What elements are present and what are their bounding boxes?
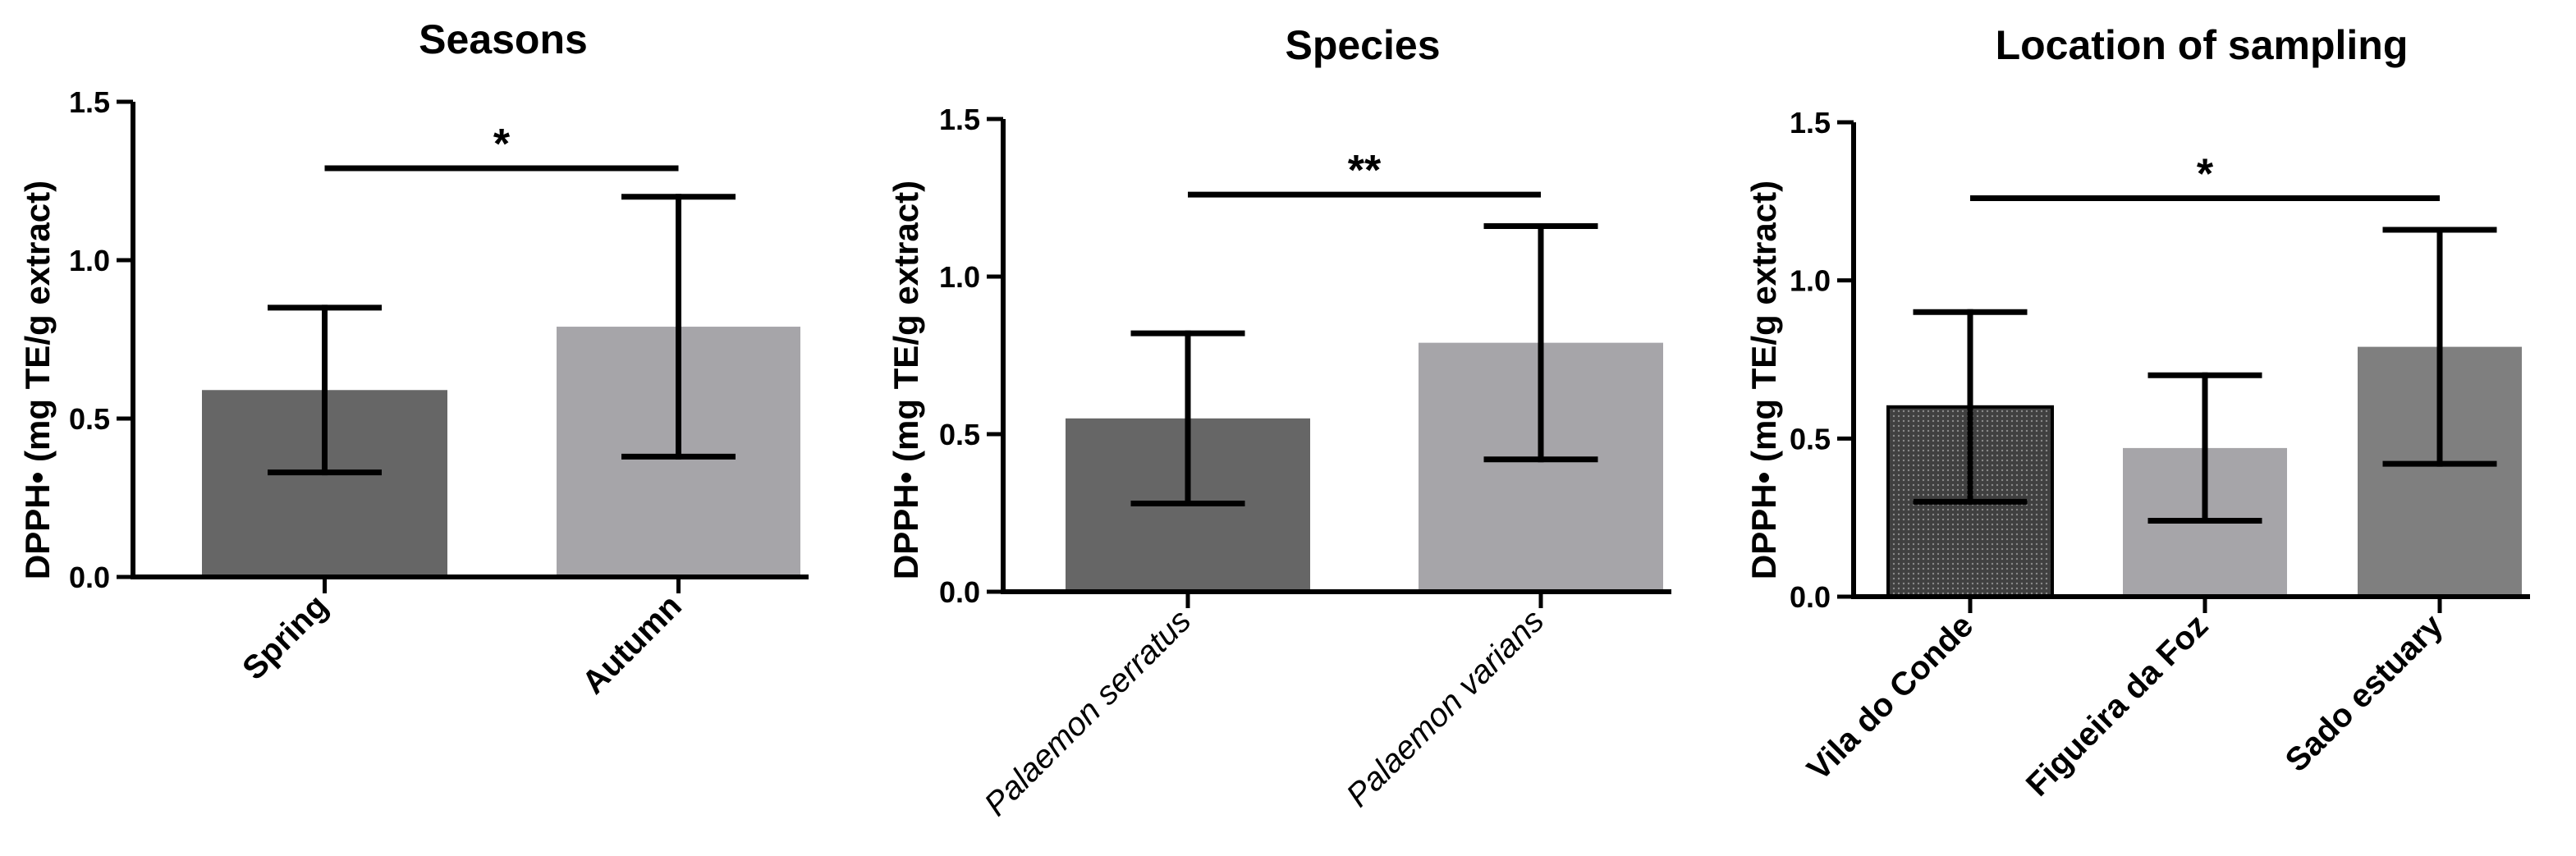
y-tick-label-location: 1.0 <box>1790 264 1831 298</box>
x-tick-label-location-1: Vila do Conde <box>1800 607 1980 787</box>
chart-title-seasons: Seasons <box>419 16 588 62</box>
chart-location: Location of sampling DPPH• (mg TE/g extr… <box>1744 22 2530 803</box>
y-tick-label-seasons: 1.5 <box>69 85 110 119</box>
error-bar-species-2 <box>1483 223 1598 463</box>
error-bar-species-1 <box>1130 330 1245 506</box>
significance-label-species: ** <box>1348 147 1382 195</box>
y-tick-label-location: 1.5 <box>1790 106 1831 140</box>
error-bar-location-2 <box>2147 372 2262 524</box>
y-tick-label-seasons: 0.0 <box>69 561 110 594</box>
y-tick-label-species: 1.0 <box>939 260 980 294</box>
significance-label-seasons: * <box>493 121 511 168</box>
x-tick-label-location-3: Sado estuary <box>2279 607 2450 779</box>
error-bar-location-1 <box>1913 309 2028 505</box>
error-bar-location-3 <box>2382 227 2497 467</box>
chart-title-species: Species <box>1285 22 1440 68</box>
y-tick-label-seasons: 0.5 <box>69 402 110 436</box>
x-tick-label-seasons-1: Spring <box>236 588 335 687</box>
y-tick-label-location: 0.0 <box>1790 580 1831 614</box>
x-tick-label-species-1: Palaemon serratus <box>978 602 1199 823</box>
x-tick-label-location-2: Figueira da Foz <box>2019 607 2216 803</box>
y-tick-label-species: 0.0 <box>939 575 980 609</box>
y-tick-label-location: 0.5 <box>1790 422 1831 455</box>
y-tick-label-seasons: 1.0 <box>69 244 110 277</box>
y-tick-label-species: 0.5 <box>939 418 980 451</box>
significance-label-location: * <box>2197 150 2214 198</box>
chart-seasons: Seasons DPPH• (mg TE/g extract) 0.0 0.5 1.… <box>18 16 809 701</box>
x-tick-label-seasons-2: Autumn <box>575 588 689 701</box>
x-tick-label-species-2: Palaemon varians <box>1340 602 1552 814</box>
chart-species: Species DPPH• (mg TE/g extract) 0.0 0.5 1.… <box>887 22 1671 823</box>
error-bar-seasons-2 <box>621 194 736 460</box>
y-axis-label-seasons: DPPH• (mg TE/g extract) <box>18 181 57 579</box>
y-axis-label-location: DPPH• (mg TE/g extract) <box>1744 181 1783 579</box>
y-axis-label-species: DPPH• (mg TE/g extract) <box>887 181 925 579</box>
y-tick-label-species: 1.5 <box>939 103 980 136</box>
error-bar-seasons-1 <box>268 304 382 476</box>
chart-title-location: Location of sampling <box>1996 22 2409 68</box>
